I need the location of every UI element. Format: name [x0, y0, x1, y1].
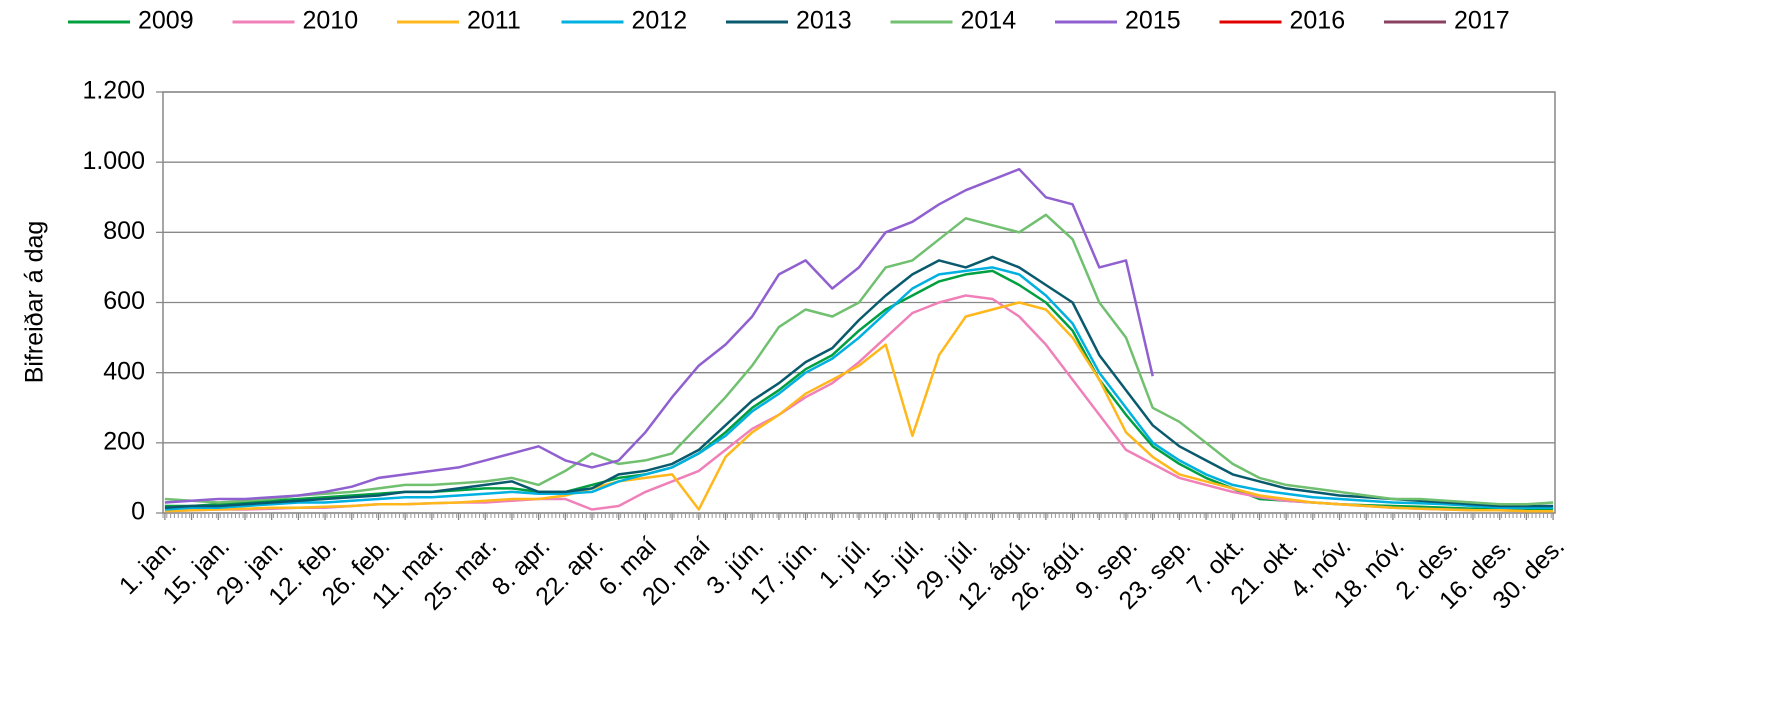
- y-tick-label: 400: [103, 357, 145, 385]
- y-tick-label: 0: [131, 498, 145, 526]
- legend-label: 2009: [138, 7, 194, 35]
- legend-label: 2016: [1290, 7, 1346, 35]
- series-line: [164, 266, 1554, 511]
- legend-label: 2012: [632, 7, 688, 35]
- legend-label: 2015: [1125, 7, 1181, 35]
- series-line: [164, 255, 1554, 509]
- y-tick-label: 600: [103, 287, 145, 315]
- y-axis-label: Bifreiðar á dag: [21, 221, 49, 384]
- y-tick-label: 1.000: [82, 147, 145, 175]
- y-tick-label: 800: [103, 217, 145, 245]
- legend-label: 2014: [961, 7, 1017, 35]
- legend-label: 2013: [796, 7, 852, 35]
- series-line: [164, 213, 1554, 506]
- legend-label: 2010: [303, 7, 359, 35]
- y-tick-label: 1.200: [82, 77, 145, 105]
- series-line: [164, 167, 1154, 504]
- legend-label: 2017: [1454, 7, 1510, 35]
- y-tick-label: 200: [103, 427, 145, 455]
- series-line: [164, 301, 1554, 513]
- legend-label: 2011: [467, 7, 521, 35]
- series-line: [164, 269, 1554, 511]
